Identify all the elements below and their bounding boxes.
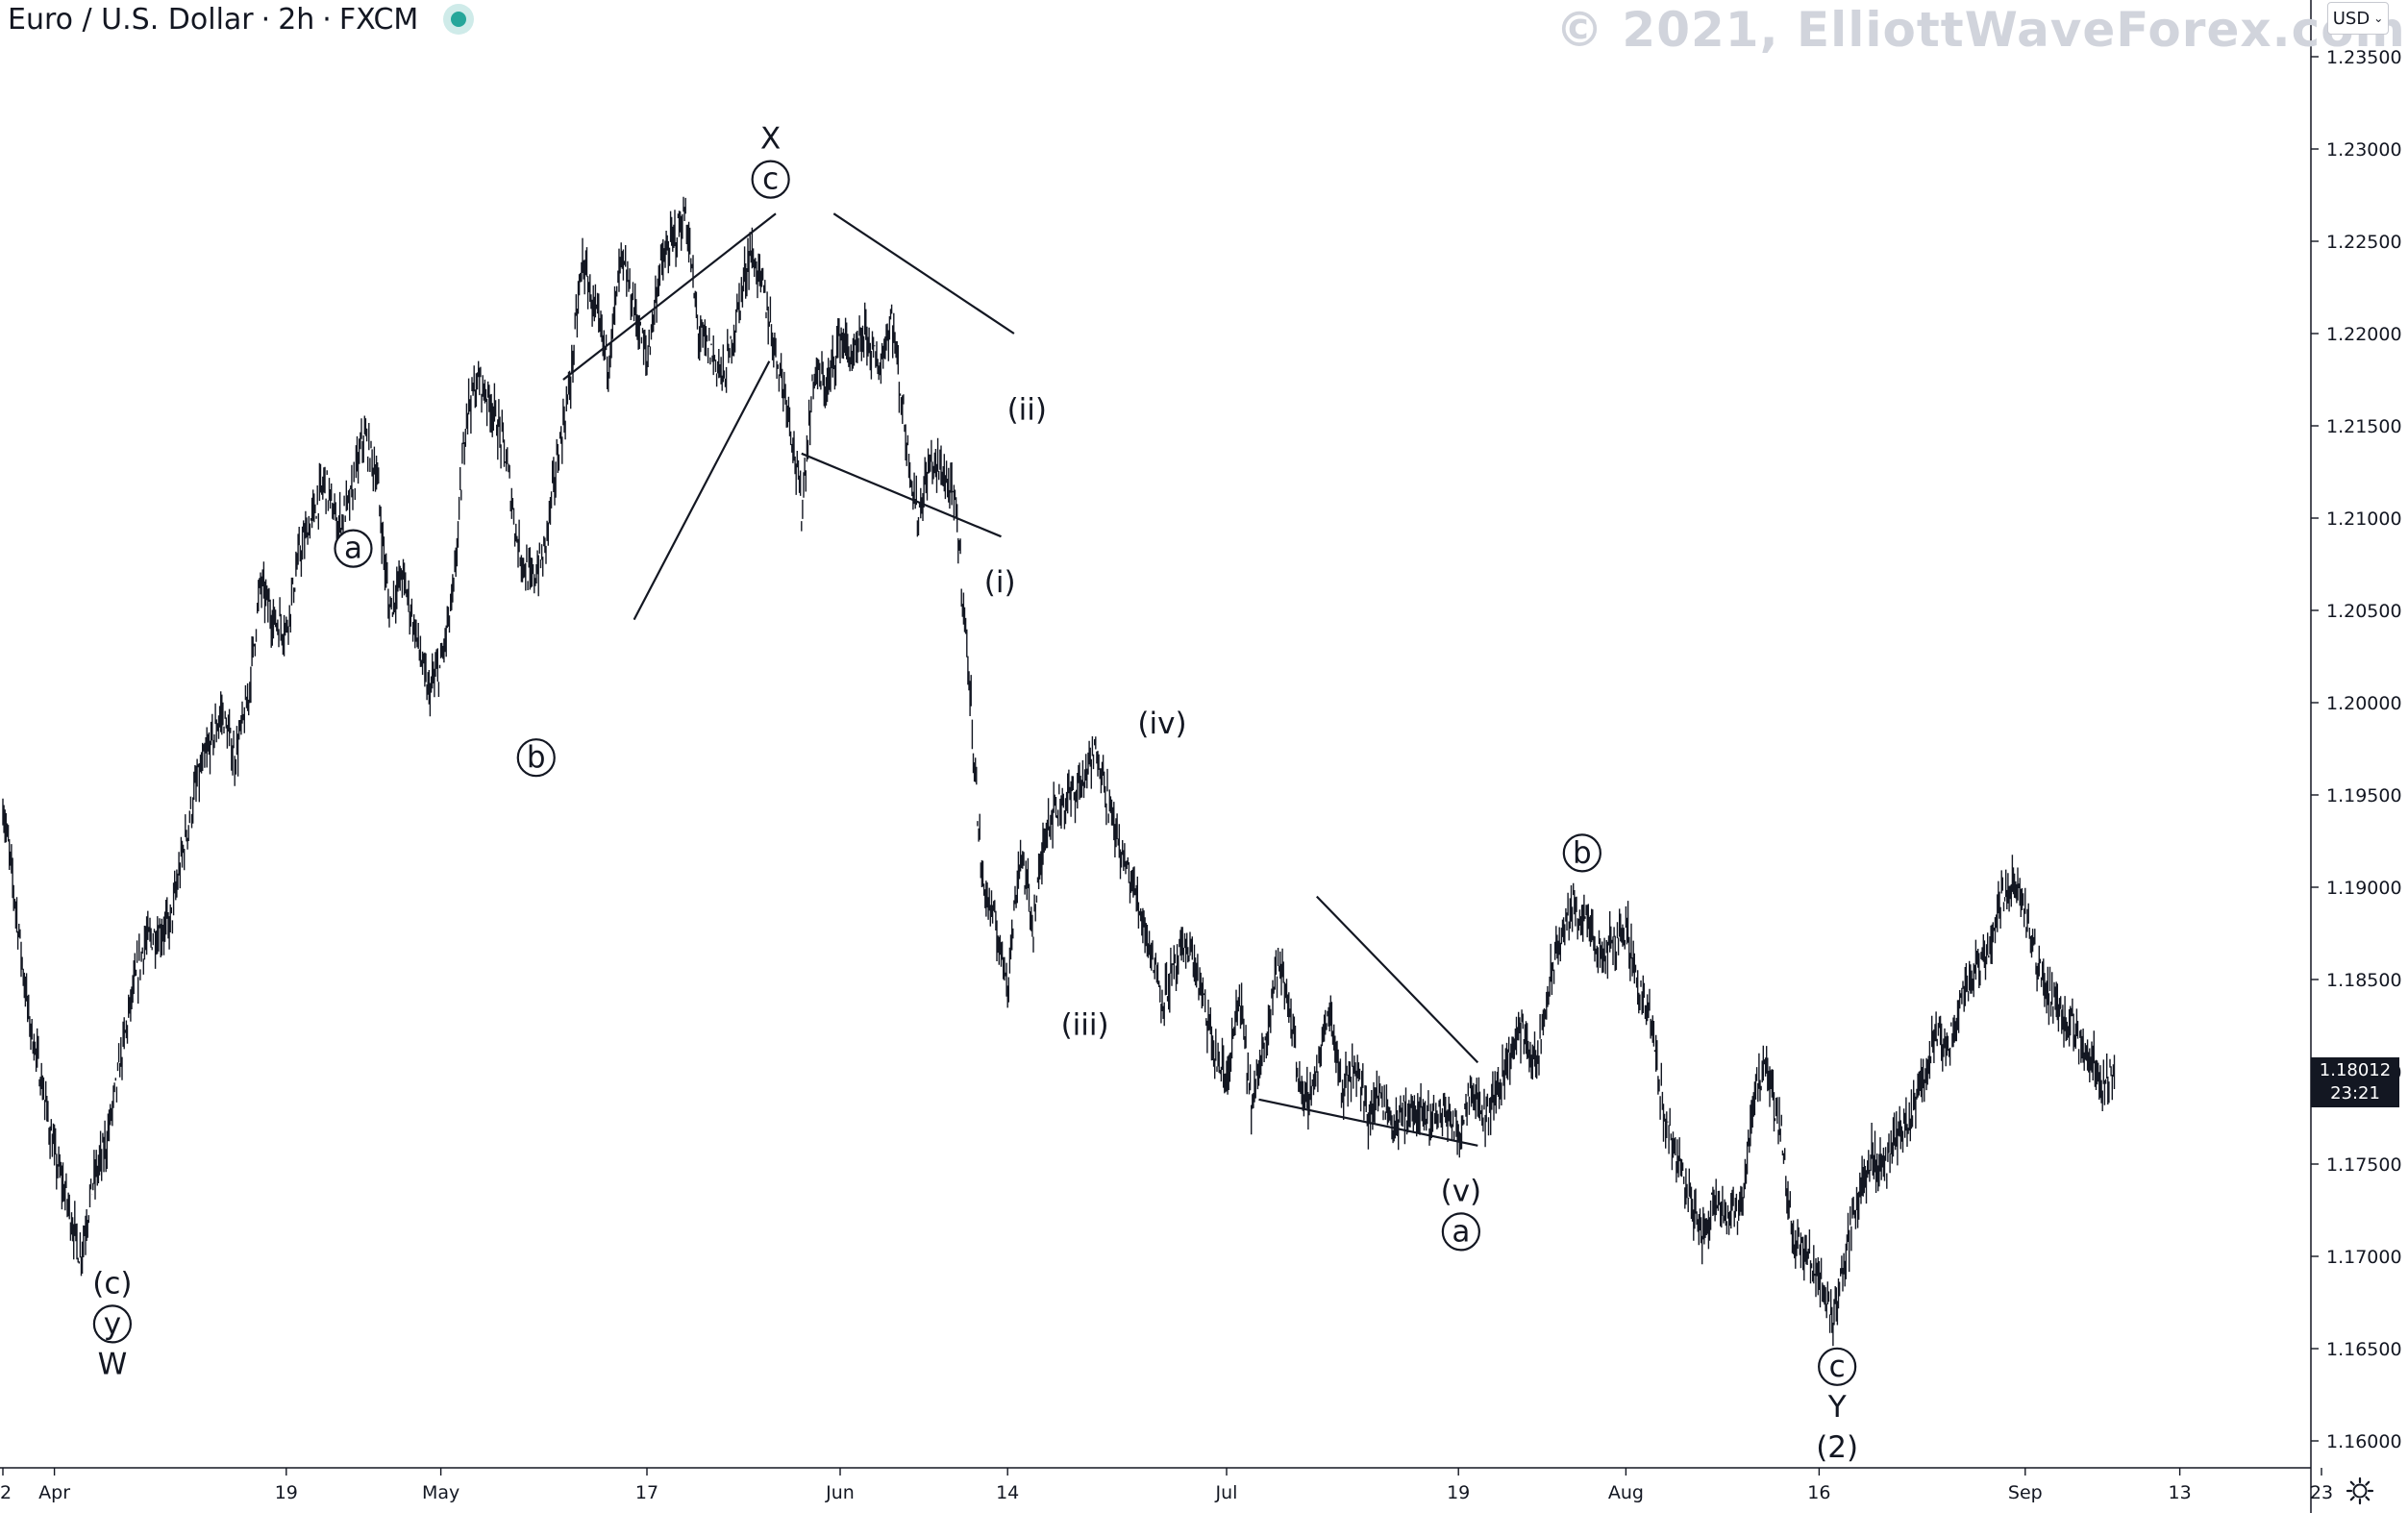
price-tick-label: 1.23000	[2326, 139, 2402, 161]
trendline[interactable]	[1316, 895, 1479, 1064]
currency-select[interactable]: USD ⌄	[2327, 2, 2389, 35]
separator: ·	[261, 2, 271, 37]
time-tick-label: Aug	[1608, 1482, 1644, 1503]
bar-countdown: 23:21	[2330, 1083, 2380, 1104]
wave-label-circle	[1562, 833, 1601, 873]
wave-label-text: Y	[1827, 1390, 1847, 1425]
chart-header: Euro / U.S. Dollar · 2h · FXCM	[8, 0, 467, 38]
wave-label[interactable]: (iv)	[1137, 707, 1186, 741]
gear-icon[interactable]	[2346, 1476, 2374, 1505]
price-axis[interactable]: 1.23500 1.23000 1.22500 1.22000 1.21500 1.210…	[2311, 47, 2402, 1452]
time-tick-label: Jun	[825, 1482, 855, 1503]
time-tick-label: 17	[635, 1482, 658, 1503]
price-series	[2, 196, 2116, 1347]
time-tick-label: 19	[275, 1482, 298, 1503]
price-tick-label: 1.16000	[2326, 1431, 2402, 1452]
time-tick-label: 13	[2169, 1482, 2192, 1503]
wave-label[interactable]: (c) yW	[92, 1266, 132, 1381]
price-tick-label: 1.17500	[2326, 1154, 2402, 1176]
trendline[interactable]	[633, 360, 771, 621]
symbol-title[interactable]: Euro / U.S. Dollar	[8, 2, 254, 37]
time-tick-label: 2	[0, 1482, 12, 1503]
time-tick-label: Sep	[2008, 1482, 2043, 1503]
wave-label-circle	[334, 529, 373, 568]
wave-label[interactable]: b	[516, 738, 556, 778]
current-price-value: 1.18012	[2319, 1060, 2392, 1080]
price-tick-label: 1.16500	[2326, 1339, 2402, 1360]
wave-label-text: (iii)	[1061, 1008, 1109, 1043]
wave-label-text: (c)	[92, 1266, 132, 1301]
trendline[interactable]	[562, 212, 777, 381]
time-tick-label: 16	[1807, 1482, 1830, 1503]
price-tick-label: 1.21000	[2326, 508, 2402, 530]
wave-label[interactable]: cY (2)	[1816, 1347, 1858, 1465]
price-tick-label: 1.23500	[2326, 47, 2402, 68]
wave-label[interactable]: (i)	[984, 565, 1016, 600]
wave-label[interactable]: b	[1562, 833, 1601, 873]
trendline[interactable]	[832, 212, 1015, 335]
price-bars	[2, 196, 2116, 1347]
wave-label-circle	[1441, 1212, 1480, 1252]
time-tick-label: Jul	[1215, 1482, 1238, 1503]
trendlines	[562, 212, 1479, 1147]
price-tick-label: 1.22000	[2326, 324, 2402, 345]
wave-label-text: (iv)	[1137, 707, 1186, 741]
wave-label-circle	[751, 160, 790, 199]
wave-label-text: c	[762, 162, 779, 197]
wave-label-text: y	[104, 1306, 121, 1341]
wave-label-text: X	[760, 122, 781, 157]
wave-label-text: a	[1452, 1214, 1470, 1249]
price-tick-label: 1.20500	[2326, 601, 2402, 622]
watermark: © 2021, ElliottWaveForex.com	[1555, 2, 2406, 58]
wave-label-text: (v)	[1441, 1174, 1482, 1208]
wave-label-text: b	[1573, 835, 1592, 870]
currency-label: USD	[2332, 8, 2371, 29]
wave-label-text: a	[344, 532, 362, 566]
wave-label[interactable]: (ii)	[1007, 393, 1047, 428]
exchange-label: FXCM	[338, 2, 419, 37]
wave-label-circle	[92, 1304, 133, 1344]
separator: ·	[322, 2, 332, 37]
time-tick-label: 14	[996, 1482, 1019, 1503]
wave-label-text: b	[527, 740, 546, 775]
market-status-icon[interactable]	[451, 12, 467, 27]
chevron-down-icon: ⌄	[2373, 12, 2384, 25]
price-tick-label: 1.22500	[2326, 232, 2402, 253]
wave-label-text: (2)	[1816, 1430, 1858, 1465]
time-tick-label: 23	[2310, 1482, 2333, 1503]
wave-label-text: W	[98, 1347, 128, 1381]
current-price-tag: 1.18012 23:21	[2311, 1057, 2399, 1107]
trendline[interactable]	[1258, 1098, 1478, 1147]
wave-label[interactable]: Xc	[751, 122, 790, 199]
time-axis[interactable]: 2 Apr 19 May 17 Jun 14 Jul 19 Aug 16 Sep 13 23	[0, 1468, 2333, 1503]
price-tick-label: 1.17000	[2326, 1247, 2402, 1268]
price-tick-label: 1.19000	[2326, 878, 2402, 899]
wave-label-text: c	[1829, 1350, 1846, 1384]
price-tick-label: 1.19500	[2326, 785, 2402, 806]
time-tick-label: May	[422, 1482, 459, 1503]
wave-label-text: (ii)	[1007, 393, 1047, 428]
trendline[interactable]	[801, 452, 1002, 538]
time-tick-label: Apr	[38, 1482, 70, 1503]
price-tick-label: 1.20000	[2326, 693, 2402, 714]
wave-label-circle	[1818, 1347, 1857, 1386]
interval-label[interactable]: 2h	[278, 2, 315, 37]
time-tick-label: 19	[1447, 1482, 1470, 1503]
wave-label-text: (i)	[984, 565, 1016, 600]
price-tick-label: 1.21500	[2326, 416, 2402, 437]
price-tick-label: 1.18500	[2326, 970, 2402, 991]
wave-label[interactable]: (iii)	[1061, 1008, 1109, 1043]
wave-label[interactable]: (v) a	[1441, 1174, 1482, 1252]
wave-label[interactable]: a	[334, 529, 373, 568]
wave-label-circle	[516, 738, 556, 778]
